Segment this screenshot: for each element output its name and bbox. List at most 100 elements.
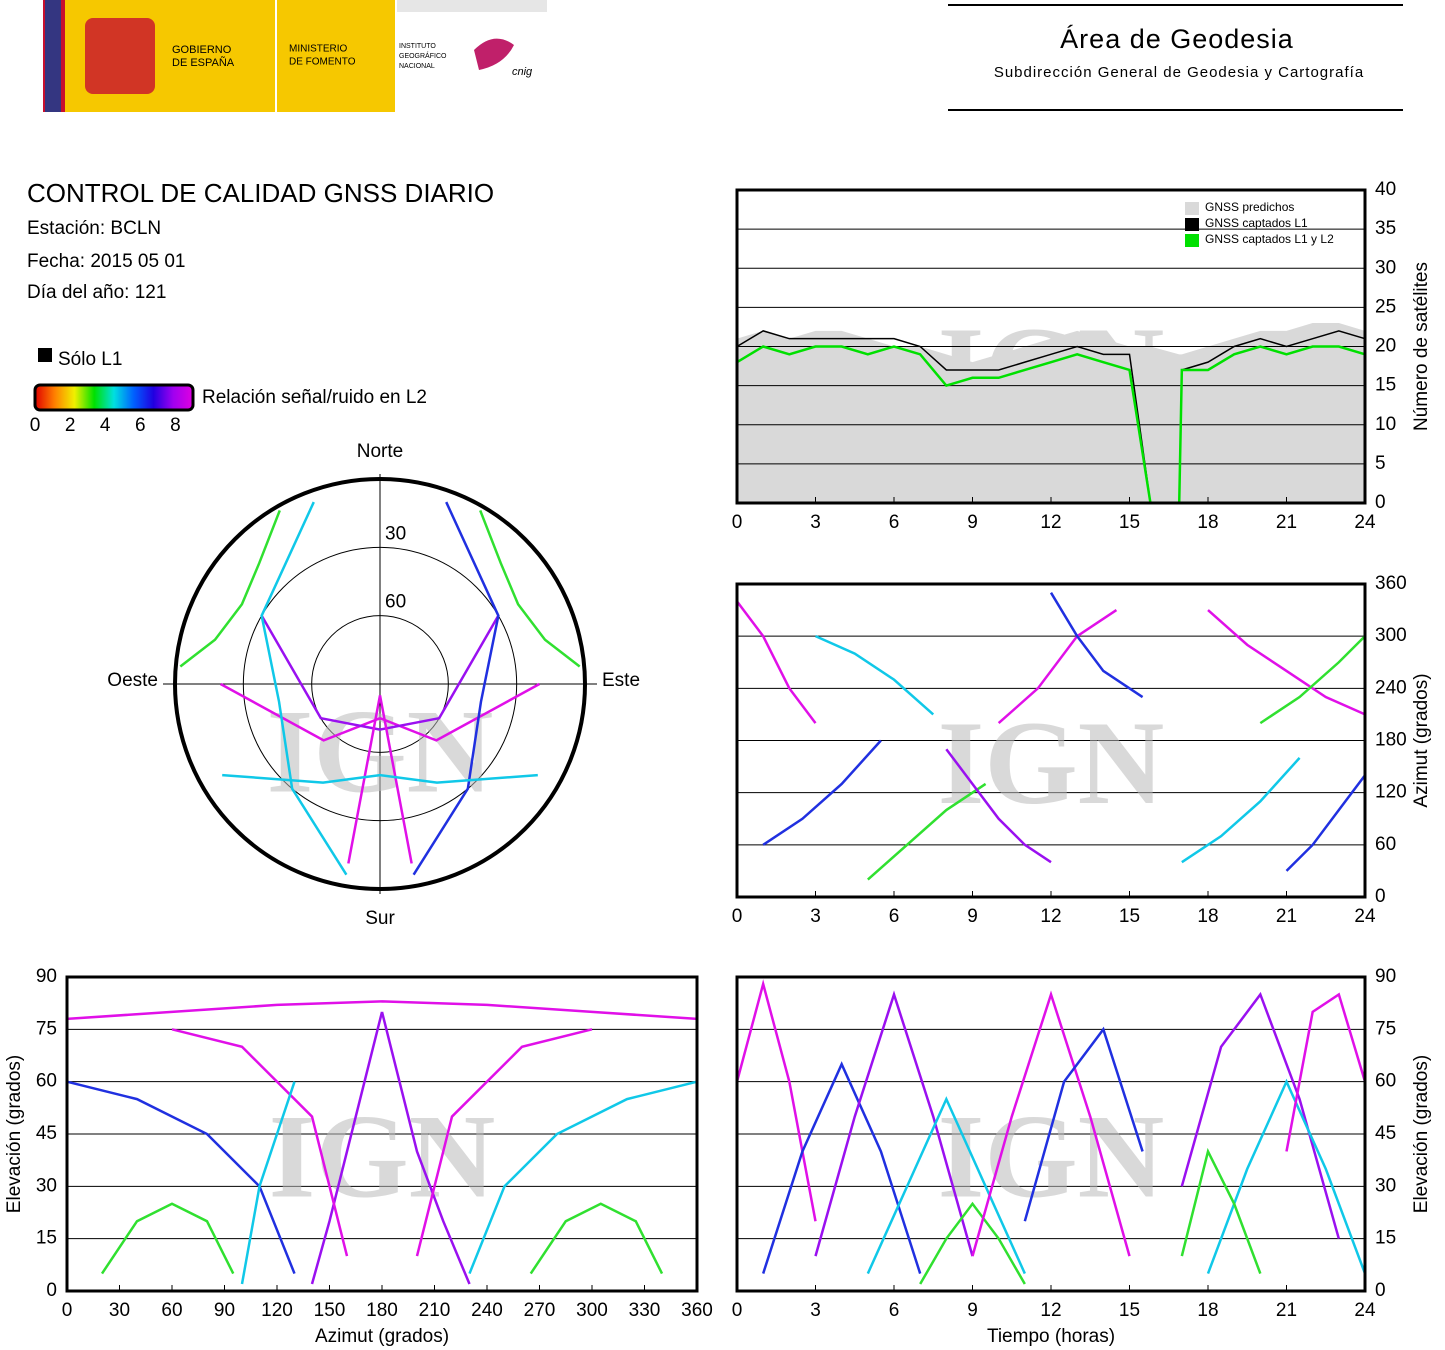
area	[737, 323, 1365, 503]
x-tick-label: 270	[524, 1300, 556, 1321]
logo-text: cnig	[512, 66, 533, 78]
sky-track	[179, 509, 281, 668]
logo-text: GEOGRÁFICO	[399, 51, 447, 60]
x-tick-label: 3	[810, 512, 821, 533]
y-tick-label: 120	[1375, 782, 1407, 803]
y-tick-label: 180	[1375, 730, 1407, 751]
x-tick-label: 30	[109, 1300, 130, 1321]
track	[529, 1202, 664, 1275]
x-axis-label: Azimut (grados)	[315, 1326, 449, 1347]
y-axis-label: Elevación (grados)	[1411, 1055, 1432, 1213]
logo-text: NACIONAL	[399, 63, 435, 70]
x-tick-label: 300	[576, 1300, 608, 1321]
y-tick-label: 20	[1375, 336, 1396, 357]
report-title: CONTROL DE CALIDAD GNSS DIARIO	[27, 178, 494, 208]
logo-text: DE FOMENTO	[289, 57, 356, 68]
direction-label: Sur	[365, 908, 395, 929]
legend-label: GNSS captados L1 y L2	[1205, 232, 1334, 246]
x-tick-label: 6	[889, 906, 900, 927]
y-axis-label: Elevación (grados)	[4, 1055, 25, 1213]
track	[971, 990, 1131, 1257]
legend-label: GNSS predichos	[1205, 200, 1294, 214]
watermark: IGN	[938, 696, 1165, 829]
track	[1049, 592, 1144, 699]
track	[310, 1011, 384, 1285]
x-tick-label: 24	[1354, 1300, 1376, 1321]
x-tick-label: 120	[261, 1300, 293, 1321]
y-tick-label: 45	[1375, 1123, 1396, 1144]
legend-label: Sólo L1	[58, 349, 122, 370]
track	[380, 1011, 471, 1285]
x-tick-label: 18	[1197, 1300, 1218, 1321]
track	[468, 1080, 698, 1275]
sky-track	[479, 509, 581, 668]
y-axis-label: Azimut (grados)	[1411, 673, 1432, 807]
y-tick-label: 75	[36, 1018, 57, 1039]
eu-strip	[45, 0, 61, 112]
watermark: IGN	[938, 1090, 1165, 1223]
x-tick-label: 240	[471, 1300, 503, 1321]
header-title: Área de Geodesia	[1060, 24, 1294, 54]
coat-of-arms	[85, 18, 155, 94]
y-tick-label: 240	[1375, 677, 1407, 698]
track	[1023, 1026, 1144, 1222]
x-tick-label: 360	[681, 1300, 713, 1321]
y-tick-label: 360	[1375, 573, 1407, 594]
track	[1181, 757, 1301, 864]
direction-label: Este	[602, 670, 640, 691]
plot-frame	[735, 188, 1367, 505]
x-tick-label: 0	[62, 1300, 73, 1321]
y-tick-label: 0	[1375, 886, 1386, 907]
y-tick-label: 90	[1375, 966, 1396, 987]
x-tick-label: 0	[732, 906, 743, 927]
legend-swatch	[38, 348, 52, 362]
line	[736, 345, 1366, 505]
x-tick-label: 18	[1197, 906, 1218, 927]
info-line: Estación: BCLN	[27, 218, 161, 239]
x-tick-label: 21	[1276, 1300, 1297, 1321]
y-tick-label: 30	[36, 1175, 57, 1196]
y-tick-label: 60	[1375, 834, 1396, 855]
sky-track	[219, 682, 541, 742]
x-tick-label: 12	[1040, 906, 1061, 927]
x-tick-label: 21	[1276, 906, 1297, 927]
y-tick-label: 60	[1375, 1071, 1396, 1092]
sky-track	[260, 615, 500, 731]
track	[866, 1096, 1026, 1275]
track	[1206, 1078, 1367, 1274]
logo-gobierno-bg	[43, 0, 275, 112]
y-axis-label: Número de satélites	[1411, 262, 1432, 431]
y-tick-label: 75	[1375, 1018, 1396, 1039]
track	[919, 1201, 1026, 1285]
y-tick-label: 0	[1375, 492, 1386, 513]
legend-label: GNSS captados L1	[1205, 216, 1308, 230]
x-tick-label: 9	[967, 512, 978, 533]
track	[1285, 992, 1367, 1152]
x-tick-label: 3	[810, 906, 821, 927]
track	[814, 635, 935, 716]
x-tick-label: 0	[732, 1300, 743, 1321]
colorbar-tick: 4	[100, 415, 111, 436]
y-tick-label: 90	[36, 966, 57, 987]
track	[867, 782, 987, 881]
y-tick-label: 15	[1375, 1228, 1396, 1249]
track	[736, 600, 817, 724]
y-tick-label: 15	[36, 1228, 57, 1249]
plot-frame	[65, 975, 699, 1293]
x-tick-label: 210	[419, 1300, 451, 1321]
logo-block: GOBIERNO DE ESPAÑA MINISTERIO DE FOMENTO…	[43, 0, 547, 112]
plot-frame	[735, 582, 1367, 899]
x-tick-label: 12	[1040, 512, 1061, 533]
y-tick-label: 60	[36, 1071, 57, 1092]
elevation-ring	[311, 615, 449, 753]
colorbar-tick: 2	[65, 415, 76, 436]
y-tick-label: 0	[1375, 1280, 1386, 1301]
x-tick-label: 15	[1119, 512, 1140, 533]
legend-swatch	[1185, 202, 1199, 215]
cnig-mark	[474, 38, 514, 70]
track	[997, 609, 1118, 725]
track	[171, 1028, 349, 1257]
logo-text: MINISTERIO	[289, 44, 348, 55]
x-tick-label: 15	[1119, 906, 1140, 927]
y-tick-label: 300	[1375, 625, 1407, 646]
